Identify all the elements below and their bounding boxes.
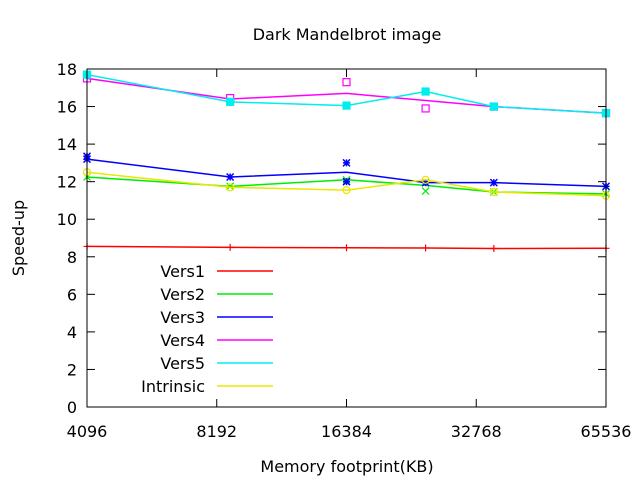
legend-item-vers5: Vers5 [160,354,273,373]
legend-item-vers3: Vers3 [160,308,273,327]
data-point-vers5 [421,87,430,96]
legend-label: Vers2 [160,285,205,304]
series-line-vers5 [86,73,607,114]
data-point-intrinsic [421,175,430,184]
plot-area [82,70,611,253]
data-point-vers3 [342,177,351,186]
x-axis: 4096 8192 16384 32768 65536 [67,69,632,441]
series-line-vers3 [86,158,607,188]
data-point-intrinsic [489,187,498,197]
data-point-vers2 [421,187,430,195]
y-axis-label: Speed-up [9,200,28,276]
data-point-vers4 [421,104,430,113]
legend: Vers1 Vers2 Vers3 Vers4 Vers5 Intrinsic [141,262,273,396]
data-point-vers5 [226,97,235,106]
data-point-vers3 [226,172,235,182]
data-point-vers3 [489,178,498,187]
y-tick-label: 8 [67,248,77,267]
legend-label: Intrinsic [141,377,205,396]
legend-label: Vers3 [160,308,205,327]
data-point-intrinsic [342,186,351,195]
y-tick-label: 2 [67,360,77,379]
x-tick-label: 4096 [67,422,108,441]
data-point-vers5 [489,102,498,111]
y-axis: 0 2 4 6 8 10 12 14 16 18 [57,60,606,417]
legend-label: Vers5 [160,354,205,373]
data-point-vers1 [422,244,430,252]
data-point-intrinsic [226,183,235,192]
data-point-vers1 [343,244,350,252]
series-line-vers1 [86,245,607,250]
data-point-vers1 [490,245,498,253]
x-tick-label: 8192 [196,422,237,441]
chart-title: Dark Mandelbrot image [253,25,442,44]
series-vers1 [83,242,610,253]
data-point-vers3 [342,158,351,167]
x-tick-label: 65536 [581,422,632,441]
legend-item-vers4: Vers4 [160,331,273,350]
x-axis-label: Memory footprint(KB) [260,457,433,476]
series-vers4 [82,74,611,118]
data-point-vers3 [421,178,430,187]
legend-label: Vers4 [160,331,205,350]
y-tick-label: 18 [57,60,77,79]
legend-item-intrinsic: Intrinsic [141,377,273,396]
y-tick-label: 0 [67,398,77,417]
y-tick-label: 16 [57,98,77,117]
x-tick-label: 32768 [451,422,502,441]
y-tick-label: 12 [57,173,77,192]
data-point-vers5 [342,101,351,110]
y-tick-label: 14 [57,135,77,154]
series-vers3 [82,152,611,191]
legend-item-vers1: Vers1 [160,262,273,281]
y-tick-label: 10 [57,210,77,229]
legend-label: Vers1 [160,262,205,281]
data-point-vers1 [226,243,234,251]
series-line-intrinsic [86,171,607,197]
y-tick-label: 4 [67,323,77,342]
y-tick-label: 6 [67,285,77,304]
data-point-vers4 [342,78,351,87]
legend-item-vers2: Vers2 [160,285,273,304]
x-tick-label: 16384 [321,422,372,441]
